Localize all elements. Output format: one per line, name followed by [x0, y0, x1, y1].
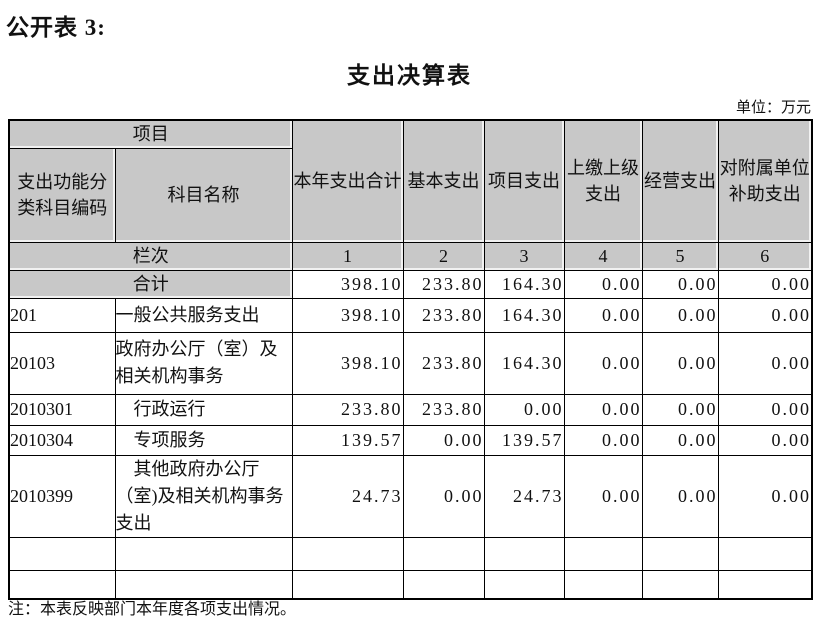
- total-value: 164.30: [483, 269, 565, 299]
- value-cell: 233.80: [402, 393, 485, 426]
- header-function-code: 支出功能分类科目编码: [8, 147, 116, 243]
- code-cell: 2010301: [8, 393, 116, 426]
- header-total-expenditure: 本年支出合计: [291, 119, 404, 243]
- name-cell: 行政运行: [114, 393, 293, 426]
- value-cell: 398.10: [291, 297, 404, 333]
- value-cell: 233.80: [402, 297, 485, 333]
- header-upturned-expenditure: 上缴上级支出: [563, 119, 643, 243]
- value-cell: 164.30: [483, 331, 565, 395]
- value-cell: 0.00: [641, 424, 719, 456]
- name-cell: 一般公共服务支出: [114, 297, 293, 333]
- header-row-project: 项目 本年支出合计 基本支出 项目支出 上缴上级支出 经营支出 对附属单位补助支…: [8, 119, 813, 243]
- value-cell: 0.00: [563, 424, 643, 456]
- page-title: 支出决算表: [347, 63, 472, 88]
- value-cell: 139.57: [483, 424, 565, 456]
- name-cell: 专项服务: [114, 424, 293, 456]
- code-cell: [8, 536, 116, 571]
- header-subsidy-expenditure: 对附属单位补助支出: [717, 119, 813, 243]
- value-cell: [717, 536, 813, 571]
- column-index-2: 2: [402, 241, 485, 271]
- column-index-6: 6: [717, 241, 813, 271]
- code-cell: 2010304: [8, 424, 116, 456]
- value-cell: 0.00: [641, 331, 719, 395]
- value-cell: 0.00: [483, 393, 565, 426]
- value-cell: [402, 569, 485, 600]
- column-index-1: 1: [291, 241, 404, 271]
- header-project-expenditure: 项目支出: [483, 119, 565, 243]
- name-cell: [114, 536, 293, 571]
- header-operating-expenditure: 经营支出: [641, 119, 719, 243]
- total-value: 0.00: [641, 269, 719, 299]
- value-cell: 0.00: [563, 297, 643, 333]
- value-cell: 0.00: [717, 424, 813, 456]
- total-value: 398.10: [291, 269, 404, 299]
- value-cell: [563, 569, 643, 600]
- table-row: 20103 政府办公厅（室）及相关机构事务 398.10 233.80 164.…: [8, 331, 813, 395]
- value-cell: 398.10: [291, 331, 404, 395]
- value-cell: 0.00: [641, 454, 719, 538]
- header-basic-expenditure: 基本支出: [402, 119, 485, 243]
- code-cell: 20103: [8, 331, 116, 395]
- value-cell: 24.73: [291, 454, 404, 538]
- value-cell: [483, 536, 565, 571]
- header-subject-name: 科目名称: [114, 147, 293, 243]
- table-row: 2010304 专项服务 139.57 0.00 139.57 0.00 0.0…: [8, 424, 813, 456]
- total-value: 0.00: [563, 269, 643, 299]
- table-row: 201 一般公共服务支出 398.10 233.80 164.30 0.00 0…: [8, 297, 813, 333]
- value-cell: [641, 536, 719, 571]
- value-cell: [641, 569, 719, 600]
- value-cell: 0.00: [717, 454, 813, 538]
- value-cell: [291, 536, 404, 571]
- column-index-4: 4: [563, 241, 643, 271]
- code-cell: 2010399: [8, 454, 116, 538]
- table-row: 2010399 其他政府办公厅（室)及相关机构事务支出 24.73 0.00 2…: [8, 454, 813, 538]
- total-label: 合计: [8, 269, 293, 299]
- header-row-sub: 支出功能分类科目编码 科目名称: [8, 147, 812, 243]
- value-cell: 24.73: [483, 454, 565, 538]
- value-cell: 0.00: [641, 393, 719, 426]
- value-cell: 233.80: [291, 393, 404, 426]
- value-cell: 0.00: [563, 454, 643, 538]
- table-row-empty: [8, 569, 813, 600]
- value-cell: 0.00: [402, 424, 485, 456]
- value-cell: 0.00: [717, 331, 813, 395]
- value-cell: 233.80: [402, 331, 485, 395]
- header-project-group: 项目: [8, 119, 293, 149]
- value-cell: 0.00: [717, 297, 813, 333]
- total-value: 0.00: [717, 269, 813, 299]
- value-cell: 0.00: [402, 454, 485, 538]
- value-cell: [291, 569, 404, 600]
- name-cell: 其他政府办公厅（室)及相关机构事务支出: [114, 454, 293, 538]
- value-cell: 139.57: [291, 424, 404, 456]
- value-cell: [563, 536, 643, 571]
- column-index-3: 3: [483, 241, 565, 271]
- value-cell: [402, 536, 485, 571]
- unit-label: 单位：万元: [735, 100, 811, 116]
- expenditure-table: 项目 本年支出合计 基本支出 项目支出 上缴上级支出 经营支出 对附属单位补助支…: [8, 119, 813, 600]
- doc-label: 公开表 3:: [6, 15, 106, 40]
- column-index-row: 栏次 1 2 3 4 5 6: [8, 241, 813, 271]
- value-cell: 0.00: [717, 393, 813, 426]
- footnote: 注：本表反映部门本年度各项支出情况。: [8, 601, 297, 618]
- value-cell: 0.00: [641, 297, 719, 333]
- code-cell: 201: [8, 297, 116, 333]
- column-index-label: 栏次: [8, 241, 293, 271]
- value-cell: 0.00: [563, 331, 643, 395]
- column-index-5: 5: [641, 241, 719, 271]
- value-cell: 0.00: [563, 393, 643, 426]
- table-row-empty: [8, 536, 813, 571]
- value-cell: 164.30: [483, 297, 565, 333]
- value-cell: [483, 569, 565, 600]
- table-row: 2010301 行政运行 233.80 233.80 0.00 0.00 0.0…: [8, 393, 813, 426]
- value-cell: [717, 569, 813, 600]
- name-cell: 政府办公厅（室）及相关机构事务: [114, 331, 293, 395]
- total-row: 合计 398.10 233.80 164.30 0.00 0.00 0.00: [8, 269, 813, 299]
- total-value: 233.80: [402, 269, 485, 299]
